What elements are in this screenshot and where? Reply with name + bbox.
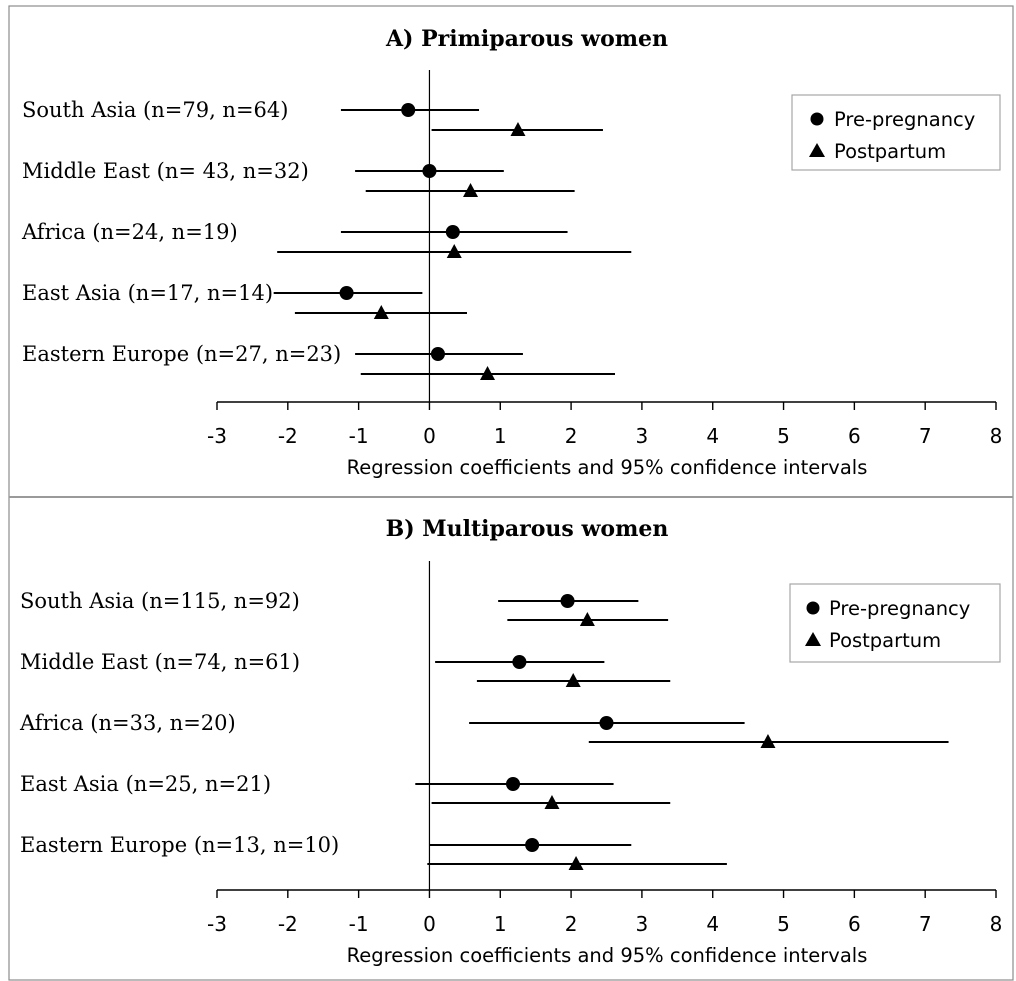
x-tick-label: 3 (636, 424, 649, 448)
legend: Pre-pregnancy Postpartum (791, 94, 1001, 171)
legend-label-postpartum: Postpartum (834, 140, 946, 163)
point-pre-pregnancy (445, 225, 460, 239)
category-label: Eastern Europe (n=13, n=10) (20, 833, 339, 857)
point-postpartum (463, 183, 479, 197)
point-postpartum (544, 795, 560, 809)
legend-triangle-icon (809, 143, 825, 157)
point-pre-pregnancy (525, 838, 540, 852)
x-tick-label: -3 (207, 424, 227, 448)
x-tick-label: 4 (706, 912, 719, 936)
x-tick-label: 7 (919, 912, 932, 936)
point-postpartum (579, 612, 595, 626)
point-pre-pregnancy (599, 716, 614, 730)
legend-circle-icon (810, 112, 824, 126)
point-postpartum (510, 122, 526, 136)
x-tick-label: 5 (777, 424, 790, 448)
plot-area (273, 70, 632, 402)
figure-frame (8, 5, 1014, 981)
x-tick-label: 5 (777, 912, 790, 936)
legend: Pre-pregnancy Postpartum (789, 583, 1001, 663)
x-tick-label: 3 (636, 912, 649, 936)
category-label: South Asia (n=115, n=92) (20, 589, 300, 613)
point-pre-pregnancy (430, 347, 445, 361)
legend-triangle-icon (805, 632, 821, 646)
category-label: Eastern Europe (n=27, n=23) (22, 342, 341, 366)
x-tick-label: 2 (565, 912, 578, 936)
x-tick-label: 0 (423, 424, 436, 448)
x-axis: -3 -2 -1 0 1 2 3 4 5 6 7 8 (207, 401, 1003, 448)
x-axis: -3 -2 -1 0 1 2 3 4 5 6 7 8 (207, 889, 1003, 936)
legend-box (791, 94, 1001, 171)
category-label: Africa (n=33, n=20) (19, 711, 236, 735)
point-pre-pregnancy (422, 164, 437, 178)
x-tick-label: 8 (990, 424, 1003, 448)
x-tick-label: -2 (278, 912, 298, 936)
category-label: East Asia (n=25, n=21) (20, 772, 271, 796)
x-tick-label: 4 (706, 424, 719, 448)
point-postpartum (480, 366, 496, 380)
x-tick-label: -2 (278, 424, 298, 448)
x-tick-label: 2 (565, 424, 578, 448)
x-tick-label: 1 (494, 424, 507, 448)
category-label: Middle East (n= 43, n=32) (22, 159, 309, 183)
category-labels: South Asia (n=115, n=92) Middle East (n=7… (19, 589, 339, 857)
panel-title: A) Primiparous women (385, 26, 668, 52)
category-label: East Asia (n=17, n=14) (22, 281, 273, 305)
point-pre-pregnancy (512, 655, 527, 669)
legend-box (789, 583, 1001, 663)
legend-label-pre-pregnancy: Pre-pregnancy (834, 108, 975, 131)
x-tick-label: 1 (494, 912, 507, 936)
x-axis-title: Regression coefficients and 95% confiden… (347, 456, 868, 479)
plot-area (415, 561, 949, 890)
x-tick-label: 7 (919, 424, 932, 448)
point-postpartum (760, 734, 776, 748)
point-pre-pregnancy (506, 777, 521, 791)
category-label: Middle East (n=74, n=61) (20, 650, 300, 674)
category-label: South Asia (n=79, n=64) (22, 98, 288, 122)
category-label: Africa (n=24, n=19) (21, 220, 238, 244)
point-postpartum (446, 244, 462, 258)
point-pre-pregnancy (560, 594, 575, 608)
x-axis-title: Regression coefficients and 95% confiden… (347, 944, 868, 967)
panel-multiparous: B) Multiparous women South Asia (n=115, … (19, 516, 1002, 967)
legend-circle-icon (806, 601, 820, 615)
panel-primiparous: A) Primiparous women South Asia (n=79, n… (21, 26, 1002, 479)
x-tick-label: 8 (990, 912, 1003, 936)
legend-label-pre-pregnancy: Pre-pregnancy (829, 597, 970, 620)
x-tick-label: 6 (848, 424, 861, 448)
category-labels: South Asia (n=79, n=64) Middle East (n= 4… (21, 98, 341, 366)
x-tick-label: -1 (349, 424, 369, 448)
x-tick-label: 0 (423, 912, 436, 936)
panel-title: B) Multiparous women (386, 516, 669, 542)
point-pre-pregnancy (401, 103, 416, 117)
x-tick-label: -3 (207, 912, 227, 936)
point-postpartum (568, 856, 584, 870)
point-pre-pregnancy (339, 286, 354, 300)
x-tick-label: 6 (848, 912, 861, 936)
point-postpartum (565, 673, 581, 687)
point-postpartum (373, 305, 389, 319)
legend-label-postpartum: Postpartum (829, 629, 941, 652)
x-tick-label: -1 (349, 912, 369, 936)
